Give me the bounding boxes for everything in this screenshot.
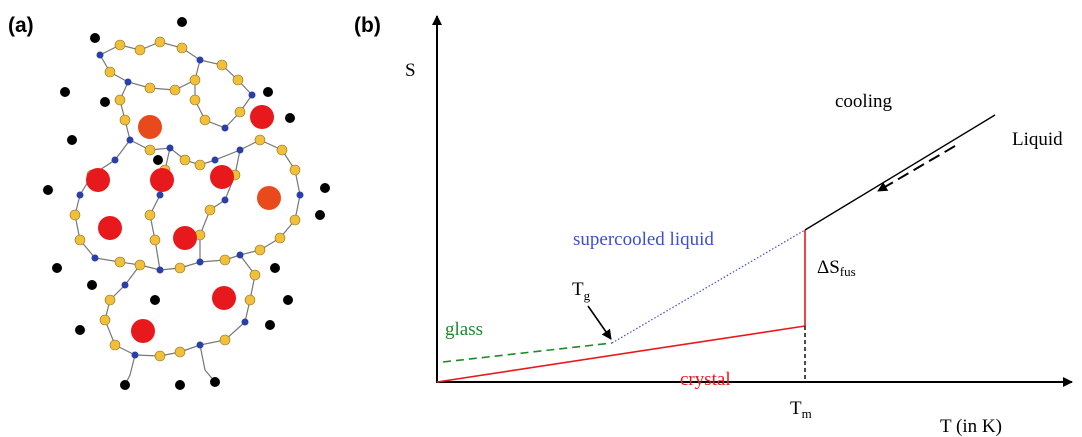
molecular-network <box>43 17 330 390</box>
annotation: Tm <box>790 398 812 421</box>
annotation-sub: fus <box>840 264 856 279</box>
annotation-main: T <box>572 279 584 300</box>
annotation: ΔSfus <box>817 257 856 279</box>
annotation-main: ΔS <box>817 257 840 278</box>
annotation: crystal <box>680 369 731 390</box>
panel-label: (b) <box>354 14 381 37</box>
annotation: cooling <box>835 91 892 112</box>
annotation: glass <box>445 319 483 340</box>
annotation-sub: g <box>584 288 591 303</box>
crystal-line <box>436 325 806 383</box>
annotation-sub: m <box>802 406 812 421</box>
axes <box>432 15 1073 387</box>
glass-line <box>442 342 613 363</box>
y-axis-label: S <box>405 60 416 81</box>
tg-arrow <box>587 305 612 340</box>
supercooled-line <box>611 229 806 344</box>
annotation: Tg <box>572 279 591 303</box>
liquid-line <box>804 114 996 231</box>
panel-label: (a) <box>8 14 34 37</box>
annotation: Liquid <box>1012 129 1063 150</box>
x-axis-label: T (in K) <box>940 416 1002 437</box>
annotation: supercooled liquid <box>573 229 714 250</box>
annotation-main: T <box>790 398 802 419</box>
cooling-arrow <box>877 145 956 192</box>
